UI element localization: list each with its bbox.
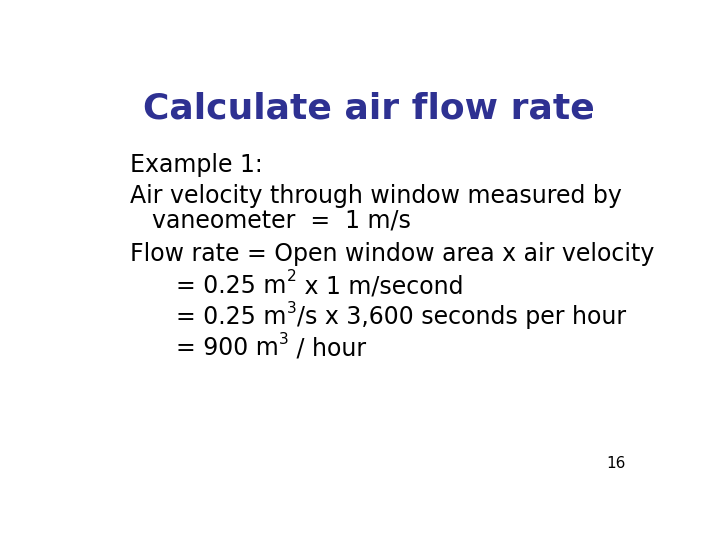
Text: 2: 2 bbox=[287, 269, 297, 285]
Text: x 1 m/second: x 1 m/second bbox=[297, 274, 463, 298]
Text: 3: 3 bbox=[279, 332, 289, 347]
Text: = 0.25 m: = 0.25 m bbox=[176, 274, 287, 298]
Text: = 900 m: = 900 m bbox=[176, 336, 279, 360]
Text: vaneometer  =  1 m/s: vaneometer = 1 m/s bbox=[153, 209, 411, 233]
Text: Calculate air flow rate: Calculate air flow rate bbox=[143, 91, 595, 125]
Text: 3: 3 bbox=[287, 301, 297, 315]
Text: / hour: / hour bbox=[289, 336, 366, 360]
Text: = 0.25 m: = 0.25 m bbox=[176, 305, 287, 329]
Text: Air velocity through window measured by: Air velocity through window measured by bbox=[130, 184, 622, 208]
Text: 16: 16 bbox=[606, 456, 626, 471]
Text: /s x 3,600 seconds per hour: /s x 3,600 seconds per hour bbox=[297, 305, 626, 329]
Text: Flow rate = Open window area x air velocity: Flow rate = Open window area x air veloc… bbox=[130, 242, 654, 266]
Text: Example 1:: Example 1: bbox=[130, 153, 263, 177]
